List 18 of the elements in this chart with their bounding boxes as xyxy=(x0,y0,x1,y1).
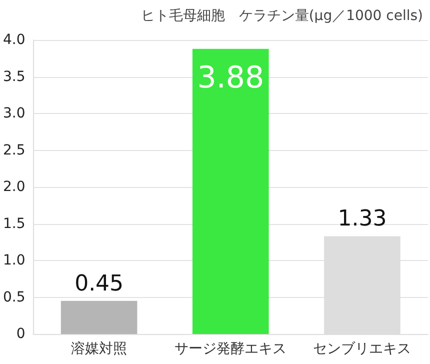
y-tick-label: 2.5 xyxy=(3,142,26,158)
x-tick-label: サージ発酵エキス xyxy=(174,341,287,357)
x-tick-label: センブリエキス xyxy=(313,341,412,357)
y-tick-label: 1.5 xyxy=(3,216,26,232)
bar xyxy=(60,300,138,334)
y-tick-label: 1.0 xyxy=(3,252,26,268)
y-tick-label: 3.0 xyxy=(3,106,26,122)
data-label: 0.45 xyxy=(74,271,124,296)
y-tick-label: 2.0 xyxy=(3,179,26,195)
y-tick-label: 3.5 xyxy=(3,68,26,85)
y-tick-label: 0.5 xyxy=(3,289,26,306)
y-tick-label: 4.0 xyxy=(3,32,26,48)
chart-title: ヒト毛母細胞 ケラチン量(μg／1000 cells) xyxy=(140,8,424,24)
data-label: 3.88 xyxy=(197,60,264,96)
data-label: 1.33 xyxy=(338,206,387,232)
x-tick-label: 溶媒対照 xyxy=(71,341,128,357)
bar xyxy=(192,48,269,334)
y-tick-label: 0 xyxy=(16,326,26,342)
